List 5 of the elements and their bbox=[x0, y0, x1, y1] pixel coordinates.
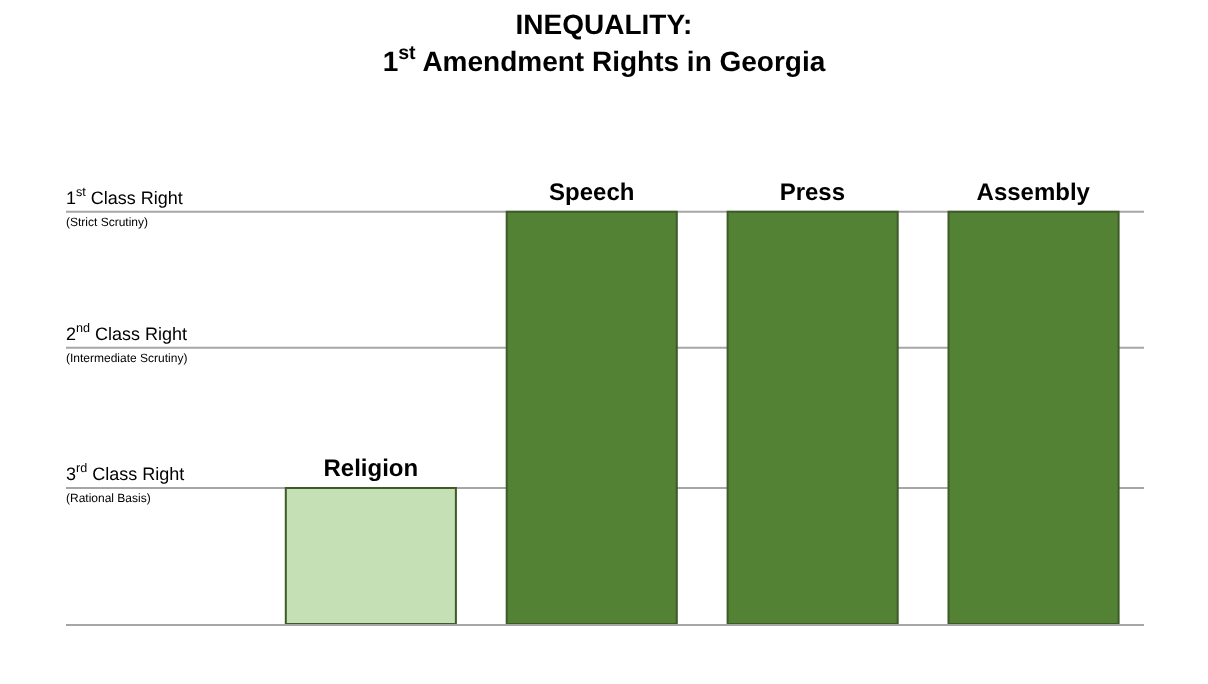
x-tick-label: Assembly bbox=[976, 177, 1091, 206]
x-tick-label: Speech bbox=[549, 177, 635, 206]
x-tick-label: Religion bbox=[323, 453, 419, 482]
chart-title: INEQUALITY: 1$^{st}$ Amendment Rights in Georgia bbox=[382, 8, 826, 77]
x-tick-label: Press bbox=[779, 177, 846, 206]
